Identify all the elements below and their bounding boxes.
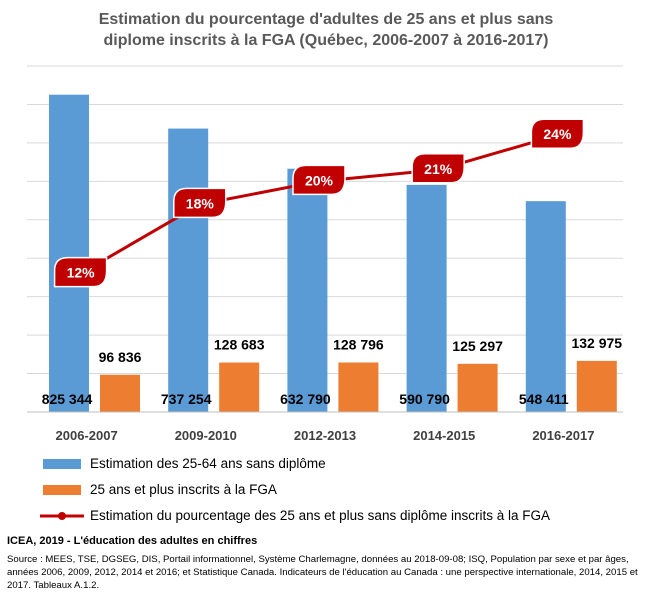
footer-credit: ICEA, 2019 - L'éducation des adultes en … xyxy=(7,535,258,547)
line-point-bubble xyxy=(530,118,585,149)
data-label-orange: 128 796 xyxy=(333,336,384,352)
line-point-2006-2007: 12% xyxy=(53,256,108,288)
x-tick-label: 2012-2013 xyxy=(294,428,356,443)
data-label-line: 20% xyxy=(305,172,334,188)
data-label-line: 12% xyxy=(67,265,96,281)
legend-label-orange: 25 ans et plus inscrits à la FGA xyxy=(90,482,277,497)
data-label-blue: 825 344 xyxy=(42,391,93,407)
bar-orange-2016-2017 xyxy=(576,360,617,412)
bar-orange-2006-2007 xyxy=(100,374,140,412)
data-label-line: 21% xyxy=(424,161,453,177)
line-point-bubble xyxy=(411,153,465,184)
bar-orange-2014-2015 xyxy=(457,363,498,412)
legend-swatch-blue xyxy=(43,459,81,469)
legend-swatch-red-line xyxy=(40,512,84,520)
bar-blue-2012-2013 xyxy=(287,168,328,412)
x-tick-label: 2009-2010 xyxy=(175,428,237,443)
chart-title-line-2: diplome inscrits à la FGA (Québec, 2006-… xyxy=(103,32,549,49)
bar-blue-2006-2007 xyxy=(49,94,89,413)
line-point-bubble xyxy=(173,187,227,219)
data-label-orange: 132 975 xyxy=(571,335,622,351)
bar-blue-2014-2015 xyxy=(406,184,447,412)
legend-swatch-orange xyxy=(43,485,81,495)
x-tick-label: 2016-2017 xyxy=(532,428,594,443)
bar-orange-2012-2013 xyxy=(338,362,379,412)
data-label-blue: 590 790 xyxy=(399,391,450,407)
chart-title-line-1: Estimation du pourcentage d'adultes de 2… xyxy=(98,11,554,28)
data-label-blue: 632 790 xyxy=(280,391,331,407)
data-label-line: 24% xyxy=(543,126,572,142)
data-label-blue: 737 254 xyxy=(161,391,212,407)
data-label-blue: 548 411 xyxy=(519,391,569,407)
bar-blue-2009-2010 xyxy=(168,128,209,412)
legend-label-red-line: Estimation du pourcentage des 25 ans et … xyxy=(90,508,550,523)
line-point-bubble xyxy=(292,164,346,196)
data-label-orange: 125 297 xyxy=(452,338,503,354)
legend-label-blue: Estimation des 25-64 ans sans diplôme xyxy=(90,456,326,471)
line-point-2014-2015: 21% xyxy=(411,153,465,184)
bar-orange-2009-2010 xyxy=(219,362,260,412)
data-label-line: 18% xyxy=(186,195,215,211)
data-label-orange: 128 683 xyxy=(214,337,265,353)
x-tick-label: 2014-2015 xyxy=(413,428,475,443)
line-point-2016-2017: 24% xyxy=(530,118,585,149)
line-point-bubble xyxy=(53,256,108,288)
line-point-2009-2010: 18% xyxy=(173,187,227,219)
data-label-orange: 96 836 xyxy=(99,349,142,365)
x-tick-label: 2006-2007 xyxy=(56,428,118,443)
footer-source: Source : MEES, TSE, DGSEG, DIS, Portail … xyxy=(7,554,638,591)
chart-title: Estimation du pourcentage d'adultes de 2… xyxy=(0,9,652,51)
line-point-2012-2013: 20% xyxy=(292,164,346,196)
bar-blue-2016-2017 xyxy=(525,201,566,412)
